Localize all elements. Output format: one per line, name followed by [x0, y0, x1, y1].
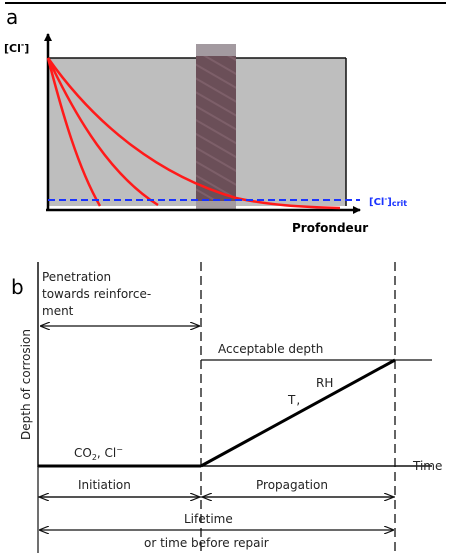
- initiation-label: Initiation: [78, 478, 131, 492]
- time-label: Time: [412, 459, 442, 473]
- rebar: [196, 44, 236, 210]
- t-label: T,: [287, 393, 300, 407]
- rh-label: RH: [316, 376, 333, 390]
- x-axis-label: Profondeur: [292, 221, 368, 235]
- penetration-line-3: ment: [42, 304, 74, 318]
- y-axis-label: [Cl-]: [4, 40, 29, 55]
- rebar-cap-top: [196, 44, 236, 56]
- rebar-cap-bottom: [196, 201, 236, 210]
- lifetime-label: Lifetime: [184, 512, 233, 526]
- chloride-profile-3: [46, 57, 341, 210]
- panel-a-label: a: [6, 5, 18, 29]
- lifetime-sublabel: or time before repair: [144, 536, 269, 550]
- y-axis-label: Depth of corrosion: [19, 329, 33, 440]
- chloride-profile-2: [46, 57, 159, 207]
- panel-b: b Depth of corrosion Penetration towards…: [11, 262, 442, 553]
- crit-label: [Cl-]crit: [369, 195, 407, 208]
- panel-b-label: b: [11, 275, 24, 299]
- chloride-profile-1: [46, 57, 102, 207]
- penetration-line-1: Penetration: [42, 270, 111, 284]
- acceptable-depth-label: Acceptable depth: [218, 342, 323, 356]
- propagation-curve: [200, 358, 396, 468]
- panel-a: a [Cl-] [Cl-]crit Profondeur: [4, 2, 446, 235]
- penetration-line-2: towards reinforce-: [42, 287, 151, 301]
- propagation-label: Propagation: [256, 478, 328, 492]
- co2-cl-label: CO2, Cl−: [74, 445, 123, 462]
